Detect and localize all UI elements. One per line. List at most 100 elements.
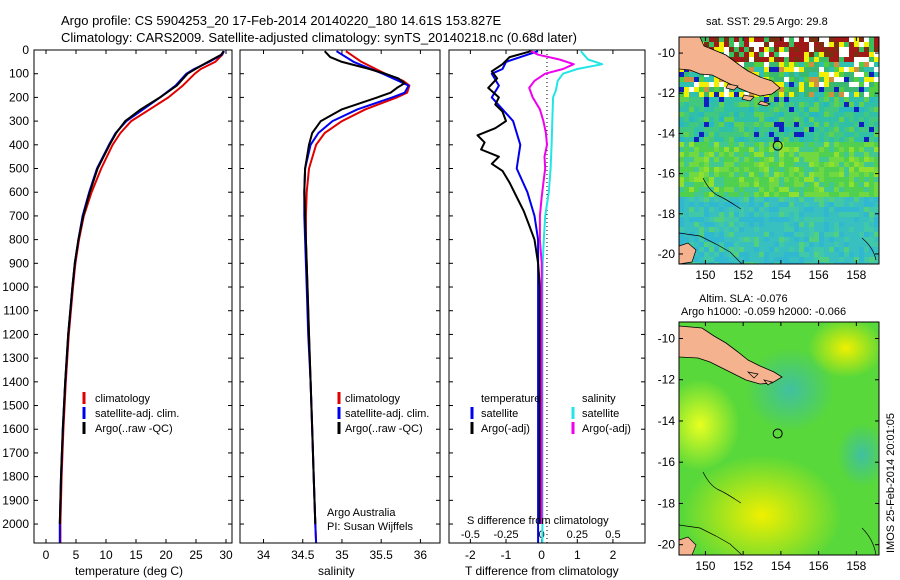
sst-cell: [689, 227, 694, 232]
sst-cell: [784, 247, 789, 252]
sst-cell: [749, 222, 754, 227]
sst-cell: [749, 137, 754, 142]
sst-cell: [829, 157, 834, 162]
sst-cell: [719, 232, 724, 237]
sst-cell: [694, 137, 699, 142]
sst-cell: [724, 112, 729, 117]
sst-cell: [794, 37, 799, 42]
sst-cell: [804, 57, 809, 62]
sst-cell: [769, 252, 774, 257]
sst-cell: [849, 67, 854, 72]
sst-cell: [829, 47, 834, 52]
australia-coast: [679, 536, 697, 555]
sst-cell: [799, 112, 804, 117]
sst-cell: [849, 262, 854, 264]
sst-cell: [834, 187, 839, 192]
sst-cell: [769, 182, 774, 187]
sst-cell: [749, 242, 754, 247]
sst-cell: [784, 172, 789, 177]
sst-cell: [684, 107, 689, 112]
sst-cell: [779, 257, 784, 262]
sst-cell: [814, 177, 819, 182]
sst-cell: [699, 197, 704, 202]
sst-cell: [874, 87, 879, 92]
sst-cell: [729, 212, 734, 217]
sst-cell: [694, 157, 699, 162]
sst-cell: [864, 122, 869, 127]
t-tick-label: 0: [538, 548, 545, 562]
x-tick-label: 34: [257, 548, 271, 562]
sst-cell: [829, 257, 834, 262]
sst-cell: [824, 117, 829, 122]
sst-cell: [834, 47, 839, 52]
sst-cell: [719, 37, 724, 42]
sst-cell: [699, 77, 704, 82]
sst-cell: [764, 97, 769, 102]
sst-cell: [819, 242, 824, 247]
sst-cell: [679, 127, 684, 132]
temperature-panel: 0100200300400500600700800900100011001200…: [2, 43, 233, 578]
sst-cell: [849, 42, 854, 47]
sst-cell: [779, 97, 784, 102]
sst-cell: [704, 177, 709, 182]
sst-cell: [869, 137, 874, 142]
sst-cell: [829, 137, 834, 142]
sst-cell: [839, 102, 844, 107]
sst-cell: [754, 177, 759, 182]
sst-cell: [704, 257, 709, 262]
sst-cell: [744, 162, 749, 167]
sst-cell: [714, 92, 719, 97]
sst-cell: [789, 127, 794, 132]
sst-cell: [844, 202, 849, 207]
sst-cell: [864, 127, 869, 132]
sst-cell: [764, 107, 769, 112]
sst-cell: [864, 37, 869, 42]
sst-cell: [844, 102, 849, 107]
sst-cell: [824, 247, 829, 252]
sst-cell: [849, 187, 854, 192]
sst-cell: [774, 52, 779, 57]
sst-cell: [854, 52, 859, 57]
sst-cell: [724, 157, 729, 162]
sst-cell: [729, 247, 734, 252]
sst-cell: [714, 262, 719, 264]
sst-cell: [744, 57, 749, 62]
temperature-axes-box: [33, 49, 233, 544]
sst-cell: [864, 97, 869, 102]
sst-cell: [819, 247, 824, 252]
sst-cell: [804, 252, 809, 257]
sst-cell: [719, 117, 724, 122]
sst-cell: [854, 92, 859, 97]
sst-cell: [709, 212, 714, 217]
sst-cell: [719, 167, 724, 172]
sst-map-title: sat. SST: 29.5 Argo: 29.8: [706, 16, 828, 28]
sst-cell: [844, 232, 849, 237]
sst-cell: [814, 67, 819, 72]
sst-cell: [834, 107, 839, 112]
sst-heatmap: [679, 37, 879, 264]
sst-cell: [859, 177, 864, 182]
sst-cell: [684, 97, 689, 102]
sst-cell: [739, 102, 744, 107]
sst-cell: [789, 217, 794, 222]
sst-cell: [724, 142, 729, 147]
sst-cell: [719, 182, 724, 187]
sst-cell: [799, 82, 804, 87]
sst-cell: [829, 87, 834, 92]
sst-cell: [684, 162, 689, 167]
sst-cell: [754, 157, 759, 162]
sst-cell: [839, 162, 844, 167]
sst-cell: [724, 107, 729, 112]
depth-tick-label: 300: [9, 114, 29, 128]
sst-cell: [864, 222, 869, 227]
sst-cell: [819, 167, 824, 172]
sst-cell: [749, 247, 754, 252]
sst-cell: [804, 152, 809, 157]
sst-cell: [759, 107, 764, 112]
sst-cell: [794, 207, 799, 212]
sst-cell: [784, 92, 789, 97]
sst-cell: [744, 232, 749, 237]
sst-cell: [759, 222, 764, 227]
sst-cell: [754, 207, 759, 212]
sst-cell: [749, 42, 754, 47]
